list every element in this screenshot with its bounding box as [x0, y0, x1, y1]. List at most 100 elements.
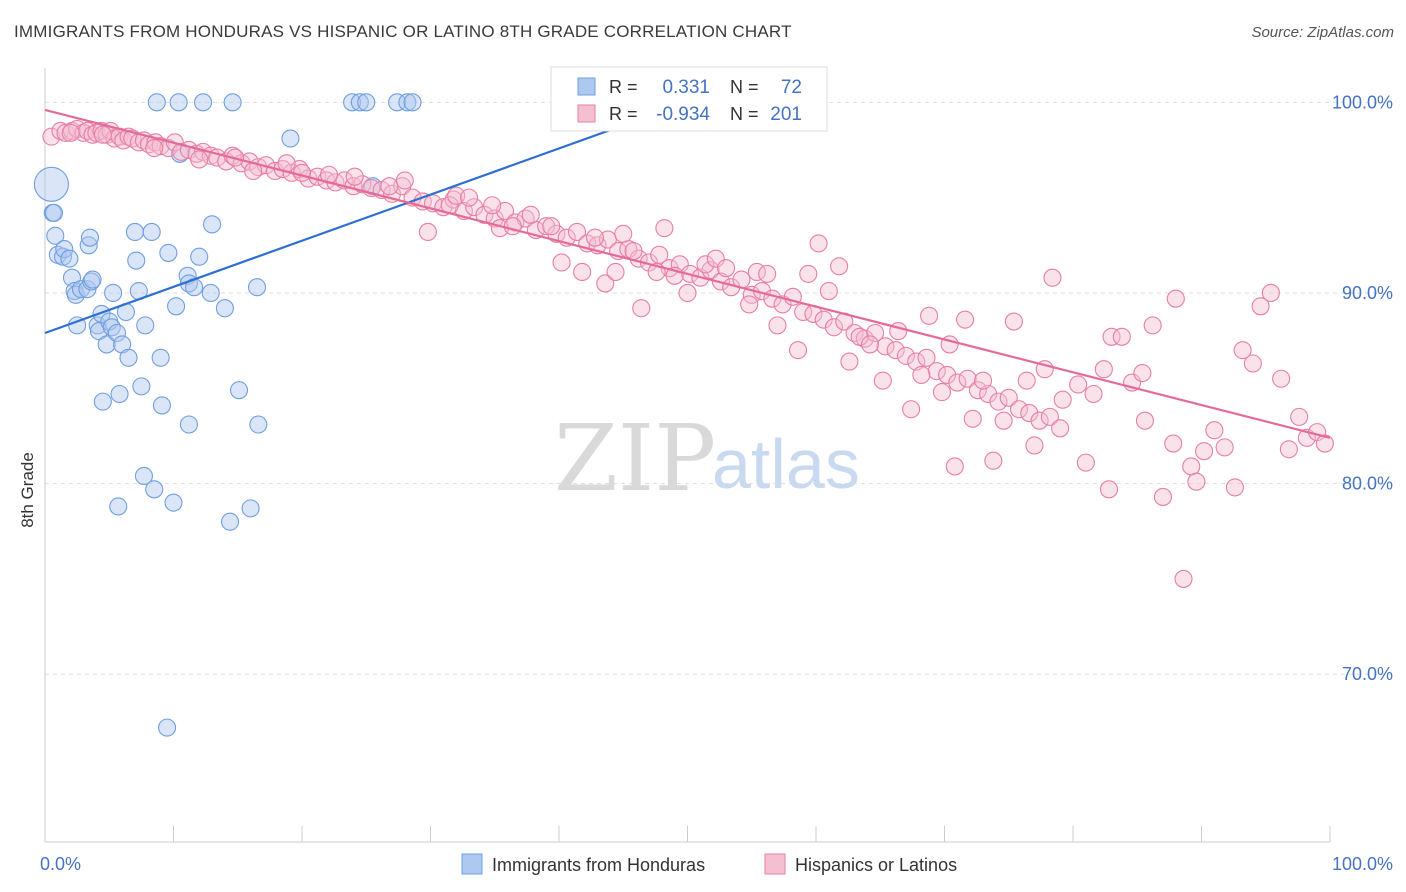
point-hispanics — [552, 253, 571, 272]
point-hispanics — [1017, 371, 1036, 390]
point-hispanics — [948, 373, 967, 392]
point-hispanics — [1084, 384, 1103, 404]
point-honduras — [107, 323, 127, 343]
point-hispanics — [395, 171, 414, 190]
point-honduras — [203, 215, 222, 234]
point-hispanics — [830, 257, 849, 276]
point-hispanics — [701, 261, 720, 280]
point-hispanics — [1043, 268, 1062, 287]
point-honduras — [127, 251, 146, 270]
point-hispanics — [1251, 297, 1270, 316]
point-hispanics — [840, 352, 859, 371]
point-hispanics — [1279, 440, 1298, 459]
point-honduras — [241, 499, 260, 518]
source-label: Source: ZipAtlas.com — [1251, 24, 1394, 41]
point-honduras — [159, 243, 178, 262]
y-tick-label: 100.0% — [1332, 92, 1393, 112]
point-hispanics — [1153, 487, 1172, 506]
point-hispanics — [963, 409, 982, 428]
point-honduras — [83, 270, 102, 289]
legend-n-value-pink: 201 — [770, 104, 802, 125]
point-hispanics — [758, 264, 777, 283]
legend-n-label-pink: N = — [730, 104, 759, 124]
point-hispanics — [979, 384, 998, 404]
point-hispanics — [886, 341, 905, 360]
point-hispanics — [292, 163, 312, 182]
point-hispanics — [1009, 400, 1029, 419]
point-hispanics — [920, 306, 939, 325]
point-honduras — [60, 249, 79, 268]
point-hispanics — [912, 365, 931, 384]
legend-swatch-hispanics — [764, 853, 786, 875]
watermark-atlas: atlas — [712, 425, 860, 503]
point-honduras — [223, 93, 242, 112]
point-hispanics — [1164, 434, 1183, 453]
point-honduras — [151, 348, 170, 367]
point-hispanics — [418, 222, 437, 242]
point-hispanics — [1315, 434, 1334, 453]
point-hispanics — [850, 327, 869, 346]
point-hispanics — [876, 337, 895, 356]
point-hispanics — [1069, 375, 1088, 394]
point-hispanics — [1195, 442, 1214, 461]
point-honduras — [357, 93, 376, 112]
point-honduras — [343, 93, 362, 112]
point-hispanics — [151, 137, 170, 156]
legend-r-value-pink: -0.934 — [656, 104, 710, 125]
point-hispanics — [917, 348, 936, 367]
bottom-legend: Immigrants from Honduras Hispanics or La… — [461, 853, 957, 875]
point-hispanics — [788, 341, 808, 360]
point-hispanics — [678, 283, 697, 303]
point-hispanics — [475, 205, 494, 224]
point-honduras — [92, 304, 111, 323]
point-honduras — [33, 166, 69, 202]
point-hispanics — [958, 369, 977, 388]
point-honduras — [136, 316, 155, 335]
trend-line-honduras — [44, 101, 688, 335]
point-honduras — [247, 278, 267, 297]
legend-r-value-blue: 0.331 — [662, 77, 710, 98]
legend-label-hispanics: Hispanics or Latinos — [795, 855, 957, 875]
y-tick-label: 80.0% — [1342, 474, 1393, 494]
point-hispanics — [172, 142, 191, 161]
point-hispanics — [1025, 436, 1044, 455]
point-hispanics — [768, 316, 787, 335]
trend-lines — [44, 101, 1331, 439]
point-hispanics — [907, 352, 926, 371]
point-hispanics — [956, 310, 975, 329]
point-hispanics — [380, 177, 399, 196]
point-honduras — [194, 93, 213, 112]
point-hispanics — [93, 125, 112, 144]
trend-line-hispanics — [44, 108, 1331, 439]
point-honduras — [403, 93, 422, 112]
point-hispanics — [1261, 283, 1280, 303]
point-honduras — [88, 316, 107, 335]
point-hispanics — [1051, 419, 1070, 438]
point-honduras — [93, 392, 112, 411]
point-hispanics — [521, 205, 540, 224]
y-tick-label: 70.0% — [1342, 664, 1393, 684]
point-hispanics — [1143, 316, 1162, 335]
point-hispanics — [932, 383, 951, 402]
point-hispanics — [1243, 354, 1262, 373]
point-hispanics — [819, 281, 838, 301]
point-hispanics — [902, 400, 921, 419]
point-honduras — [125, 222, 144, 242]
point-hispanics — [824, 318, 844, 337]
point-honduras — [147, 93, 166, 112]
point-hispanics — [614, 224, 633, 243]
point-honduras — [179, 415, 198, 434]
point-hispanics — [542, 217, 561, 236]
point-honduras — [229, 381, 249, 400]
point-hispanics — [1099, 480, 1119, 499]
point-honduras — [55, 240, 74, 259]
point-hispanics — [345, 167, 364, 186]
point-honduras — [350, 93, 369, 112]
point-hispanics — [1182, 457, 1201, 476]
x-tick-label: 0.0% — [40, 854, 81, 874]
point-hispanics — [56, 123, 75, 142]
legend-box-swatch-pink — [577, 104, 596, 123]
y-axis-title: 8th Grade — [18, 452, 37, 528]
legend-n-label-blue: N = — [730, 77, 759, 97]
point-hispanics — [1225, 478, 1244, 497]
